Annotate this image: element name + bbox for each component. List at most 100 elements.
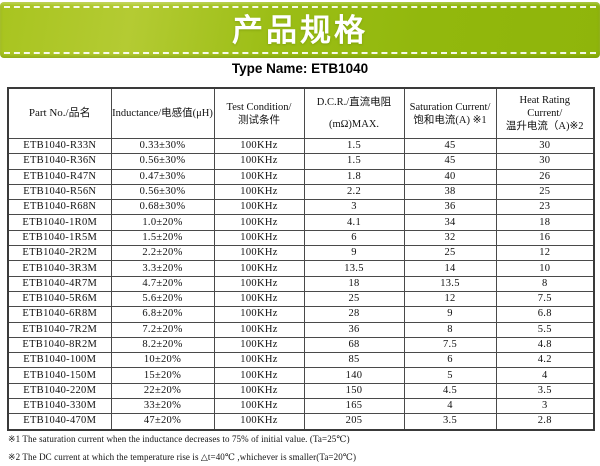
table-cell: 100KHz bbox=[213, 214, 305, 231]
table-cell: 4 bbox=[495, 367, 595, 384]
header-label: Saturation Current/ bbox=[409, 101, 491, 113]
table-cell: 140 bbox=[303, 367, 405, 384]
header-label: 温升电流（A)※2 bbox=[505, 121, 584, 132]
column-header-heat-rating-current: Heat Rating Current/ 温升电流（A)※2 bbox=[495, 87, 595, 139]
table-cell: 100KHz bbox=[213, 367, 305, 384]
product-spec-banner: 产品规格 bbox=[0, 2, 600, 58]
table-cell: 18 bbox=[303, 275, 405, 292]
table-cell: 85 bbox=[303, 352, 405, 369]
table-cell: 0.68±30% bbox=[110, 199, 215, 216]
header-label: 饱和电流(A) ※1 bbox=[413, 114, 487, 126]
table-cell: ETB1040-R33N bbox=[7, 137, 112, 155]
table-cell: 3 bbox=[495, 398, 595, 415]
table-row: ETB1040-1R0M 1.0±20% 100KHz 4.1 34 18 bbox=[7, 214, 595, 231]
type-name-label: Type Name: ETB1040 bbox=[231, 61, 369, 76]
table-cell: ETB1040-4R7M bbox=[7, 275, 112, 292]
table-cell: 45 bbox=[403, 137, 497, 155]
table-cell: 100KHz bbox=[213, 153, 305, 170]
table-cell: 100KHz bbox=[213, 398, 305, 415]
table-cell: 10 bbox=[495, 260, 595, 277]
table-cell: 100KHz bbox=[213, 137, 305, 155]
table-cell: 30 bbox=[495, 137, 595, 155]
header-label: Part No./品名 bbox=[28, 107, 91, 119]
table-row: ETB1040-470M 47±20% 100KHz 205 3.5 2.8 bbox=[7, 413, 595, 431]
table-cell: 32 bbox=[403, 229, 497, 247]
table-cell: ETB1040-R47N bbox=[7, 168, 112, 185]
table-cell: 4.8 bbox=[495, 336, 595, 354]
table-cell: 45 bbox=[403, 153, 497, 170]
table-cell: 12 bbox=[495, 245, 595, 262]
table-row: ETB1040-2R2M 2.2±20% 100KHz 9 25 12 bbox=[7, 245, 595, 262]
table-cell: 13.5 bbox=[303, 260, 405, 277]
table-cell: ETB1040-R68N bbox=[7, 199, 112, 216]
table-cell: ETB1040-8R2M bbox=[7, 336, 112, 354]
column-header-saturation-current: Saturation Current/ 饱和电流(A) ※1 bbox=[403, 87, 497, 139]
table-cell: 100KHz bbox=[213, 382, 305, 400]
table-cell: 12 bbox=[403, 290, 497, 308]
spec-table-head: Part No./品名 Inductance/电感值(μH) Test Cond… bbox=[7, 87, 595, 139]
table-cell: ETB1040-470M bbox=[7, 413, 112, 431]
table-cell: 1.0±20% bbox=[110, 214, 215, 231]
header-row: Part No./品名 Inductance/电感值(μH) Test Cond… bbox=[7, 87, 595, 139]
table-row: ETB1040-R56N 0.56±30% 100KHz 2.2 38 25 bbox=[7, 183, 595, 201]
header-label: Inductance/电感值(μH) bbox=[112, 108, 213, 119]
header-label: Heat Rating bbox=[519, 95, 570, 106]
table-cell: 15±20% bbox=[110, 367, 215, 384]
table-cell: 0.47±30% bbox=[110, 168, 215, 185]
table-cell: 7.2±20% bbox=[110, 321, 215, 338]
table-cell: 7.5 bbox=[495, 290, 595, 308]
table-cell: 30 bbox=[495, 153, 595, 170]
header-label: (mΩ)MAX. bbox=[328, 119, 380, 130]
table-row: ETB1040-R47N 0.47±30% 100KHz 1.8 40 26 bbox=[7, 168, 595, 185]
table-cell: 33±20% bbox=[110, 398, 215, 415]
table-cell: 0.56±30% bbox=[110, 183, 215, 201]
table-row: ETB1040-3R3M 3.3±20% 100KHz 13.5 14 10 bbox=[7, 260, 595, 277]
table-cell: 9 bbox=[303, 245, 405, 262]
table-cell: 6 bbox=[303, 229, 405, 247]
table-cell: 22±20% bbox=[110, 382, 215, 400]
table-cell: ETB1040-100M bbox=[7, 352, 112, 369]
table-cell: 100KHz bbox=[213, 260, 305, 277]
table-row: ETB1040-6R8M 6.8±20% 100KHz 28 9 6.8 bbox=[7, 306, 595, 323]
table-cell: 25 bbox=[495, 183, 595, 201]
spec-table-body: ETB1040-R33N 0.33±30% 100KHz 1.5 45 30 ETB1040… bbox=[7, 137, 595, 431]
table-cell: 100KHz bbox=[213, 183, 305, 201]
table-cell: 40 bbox=[403, 168, 497, 185]
banner-stitch-border bbox=[4, 6, 596, 54]
table-cell: 8 bbox=[495, 275, 595, 292]
table-cell: ETB1040-220M bbox=[7, 382, 112, 400]
footnotes: ※1 The saturation current when the induc… bbox=[8, 431, 592, 466]
header-label: 测试条件 bbox=[238, 114, 280, 126]
table-cell: ETB1040-7R2M bbox=[7, 321, 112, 338]
header-label: D.C.R./直流电阻 bbox=[316, 97, 392, 108]
table-cell: 5.5 bbox=[495, 321, 595, 338]
table-cell: ETB1040-R56N bbox=[7, 183, 112, 201]
table-cell: 100KHz bbox=[213, 275, 305, 292]
table-cell: 3 bbox=[303, 199, 405, 216]
table-cell: 68 bbox=[303, 336, 405, 354]
table-cell: 3.5 bbox=[403, 413, 497, 431]
table-cell: 34 bbox=[403, 214, 497, 231]
table-cell: 4.7±20% bbox=[110, 275, 215, 292]
header-label: Test Condition/ bbox=[226, 101, 292, 113]
table-cell: 8.2±20% bbox=[110, 336, 215, 354]
header-label: Current/ bbox=[527, 108, 563, 119]
table-cell: ETB1040-150M bbox=[7, 367, 112, 384]
footnote-saturation: ※1 The saturation current when the induc… bbox=[8, 434, 350, 444]
table-cell: 1.5 bbox=[303, 137, 405, 155]
table-cell: 47±20% bbox=[110, 413, 215, 431]
table-cell: 28 bbox=[303, 306, 405, 323]
table-cell: 1.5±20% bbox=[110, 229, 215, 247]
table-cell: 38 bbox=[403, 183, 497, 201]
table-row: ETB1040-8R2M 8.2±20% 100KHz 68 7.5 4.8 bbox=[7, 336, 595, 354]
table-cell: 16 bbox=[495, 229, 595, 247]
column-header-inductance: Inductance/电感值(μH) bbox=[110, 87, 215, 139]
table-cell: 6 bbox=[403, 352, 497, 369]
table-cell: 2.2±20% bbox=[110, 245, 215, 262]
column-header-dcr: D.C.R./直流电阻 (mΩ)MAX. bbox=[303, 87, 405, 139]
table-cell: 9 bbox=[403, 306, 497, 323]
table-cell: 3.3±20% bbox=[110, 260, 215, 277]
table-cell: 100KHz bbox=[213, 352, 305, 369]
table-row: ETB1040-4R7M 4.7±20% 100KHz 18 13.5 8 bbox=[7, 275, 595, 292]
table-cell: 26 bbox=[495, 168, 595, 185]
